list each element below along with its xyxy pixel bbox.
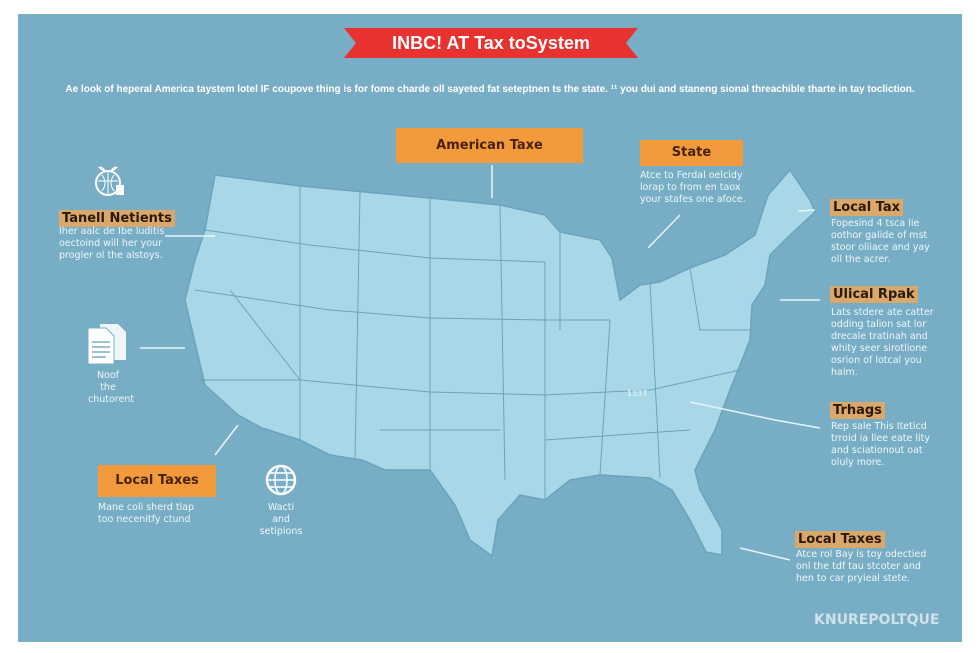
american-taxes-box: American Taxe [396,128,583,163]
text-line: drecale tratinah and [831,331,928,342]
text-line: chutorent [88,394,135,405]
title-banner: INBC! AT Tax toSystem [344,26,638,60]
us-outline [184,168,816,558]
text-line: stoor olliace and yay [831,242,930,253]
text-line: Atce to Ferdal oelcidy [640,170,743,181]
text-line: odding talion sat lor [831,319,927,330]
tanell-description: Iher aalc de Ibe luditis oectoind will h… [59,226,164,262]
text-line: oluly more. [831,457,885,468]
subtitle: Ae look of heperal America taystem lotel… [65,84,915,95]
text-line: onl the tdf tau stcoter and [796,561,921,572]
text-line: and sciationout oat [831,445,923,456]
text-line: oectoind will her your [59,238,162,249]
text-line: oll the acrer. [831,254,891,265]
watermark: KNUREPOLTQUE [814,612,940,628]
text-line: lorap to from en taox [640,182,741,193]
tag-label: Tanell Netients [59,210,175,227]
ulical-description: Lats stdere ate catter odding talion sat… [831,307,934,379]
state-label: 1337 [627,389,647,398]
state-box: State [640,140,743,166]
local-taxes-box: Local Taxes [98,465,216,497]
state-description: Atce to Ferdal oelcidy lorap to from en … [640,170,746,206]
globe-caption: Wacti and setipions [258,502,304,538]
page-title: INBC! AT Tax toSystem [392,33,590,53]
tag-label: Local Taxes [795,531,885,548]
text-line: your stafes one afoce. [640,194,746,205]
text-line: Noof the [96,370,120,393]
ribbon-shape [344,28,638,58]
local-tax-description: Fopesind 4 tsca lie oothor galide of mst… [831,218,930,266]
text-line: Wacti and [267,502,295,525]
globe-document-icon [95,166,124,196]
tanell-heading: Tanell Netients [59,207,175,227]
text-line: too necenitfy ctund [98,514,191,525]
text-line: whity seer sirotlione [831,343,928,354]
text-line: Fopesind 4 tsca lie [831,218,920,229]
text-line: Iher aalc de Ibe luditis [59,226,165,237]
local-taxes-right-heading: Local Taxes [795,528,885,548]
text-line: trroid ia llee eate lity [831,433,931,444]
ulical-heading: Ulical Rpak [830,283,918,303]
text-line: oothor galide of mst [831,230,928,241]
documents-icon [87,324,126,365]
text-line: setipions [259,526,303,537]
text-line: Rep sale This Iteticd [831,421,927,432]
trhags-description: Rep sale This Iteticd trroid ia llee eat… [831,421,930,469]
text-line: progler ol the alstoys. [59,250,163,261]
text-line: Atce rol Bay is toy odectied [796,549,927,560]
trhags-heading: Trhags [830,399,885,419]
local-taxes-right-description: Atce rol Bay is toy odectied onl the tdf… [796,549,926,585]
text-line: hen to car pryieal stete. [796,573,911,584]
text-line: halm. [831,367,858,378]
text-line: Mane coli sherd tlap [98,502,195,513]
callout-connectors [140,165,821,561]
tag-label: Trhags [830,402,885,419]
tag-label: Ulical Rpak [830,286,918,303]
tag-label: Local Tax [830,199,904,216]
globe-icon [265,464,297,496]
text-line: Lats stdere ate catter [831,307,934,318]
state-borders [194,186,750,500]
local-tax-heading: Local Tax [830,196,904,216]
local-taxes-description: Mane coli sherd tlap too necenitfy ctund [98,502,194,526]
documents-caption: Noof the chutorent [88,370,135,406]
text-line: osrion of lotcal you [831,355,922,366]
